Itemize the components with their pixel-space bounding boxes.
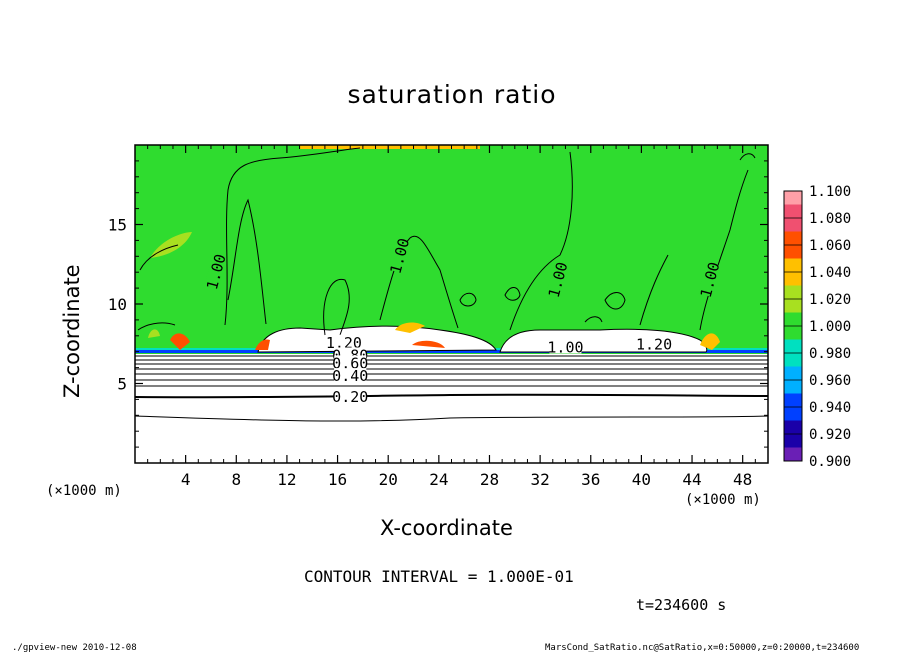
colorbar-segment (784, 407, 802, 434)
x-axis: 4 8 12 16 20 24 28 32 36 40 44 48 (147, 145, 756, 489)
colorbar-segment (784, 326, 802, 353)
contour-label: 0.40 (332, 367, 368, 385)
y-tick-label: 10 (108, 295, 127, 314)
cloud-blob-2 (499, 328, 708, 353)
colorbar-label: 0.920 (809, 427, 851, 443)
x-tick-label: 24 (429, 470, 448, 489)
saturated-field (135, 145, 768, 355)
x-tick-label: 32 (530, 470, 549, 489)
x-tick-label: 16 (328, 470, 347, 489)
contour-label: 0.60 (332, 354, 368, 372)
colorbar-label: 0.940 (809, 400, 851, 416)
x-tick-label: 44 (682, 470, 701, 489)
contour-label-bg (334, 355, 367, 370)
contour-label-bg (334, 368, 367, 383)
time-label: t=234600 s (636, 596, 727, 614)
subsaturated-field (135, 354, 768, 463)
contour-label: 1.20 (636, 335, 672, 353)
contour-label-bg (698, 262, 721, 297)
colorbar-label: 0.980 (809, 346, 851, 362)
contour-label-bg (327, 334, 360, 349)
colorbar-label: 1.000 (809, 319, 851, 335)
edge-patch-5 (170, 333, 190, 350)
x-tick-label: 20 (379, 470, 398, 489)
y-axis: 5 10 15 (108, 160, 768, 448)
footer-right: MarsCond_SatRatio.nc@SatRatio,x=0:50000,… (545, 643, 860, 653)
contour-label: 1.20 (326, 334, 362, 352)
footer-left: ./gpview-new 2010-12-08 (12, 643, 137, 653)
x-tick-label: 28 (480, 470, 499, 489)
x-tick-label: 40 (632, 470, 651, 489)
contour-label-group: 0.20 (332, 388, 368, 406)
contours-upper (137, 147, 756, 336)
x-unit-right: (×1000 m) (685, 492, 761, 508)
colorbar-segment (784, 218, 802, 245)
colorbar-segment (784, 191, 802, 218)
y-tick-label: 5 (117, 375, 127, 394)
y-axis-label: Z-coordinate (60, 264, 84, 398)
contour-label-group: 1.20 (636, 335, 672, 353)
y-tick-label: 15 (108, 216, 127, 235)
edge-patch-2 (395, 322, 425, 333)
x-axis-label: X-coordinate (380, 516, 513, 540)
edge-patch-6 (148, 329, 160, 338)
contour-label-group: 1.00 (547, 339, 583, 357)
contour-labels: 1.001.001.001.001.201.201.000.800.600.40… (203, 236, 723, 406)
contour-label-bg (638, 336, 671, 351)
contour-label-bg (549, 339, 582, 354)
contour-label: 0.20 (332, 388, 368, 406)
x-tick-label: 48 (733, 470, 752, 489)
contour-label: 1.00 (547, 339, 583, 357)
colorbar-label: 0.900 (809, 454, 851, 470)
contour-label-bg (204, 254, 227, 289)
x-tick-label: 36 (581, 470, 600, 489)
colorbar-label: 1.080 (809, 211, 851, 227)
contour-label-group: 0.40 (332, 367, 368, 385)
contour-label-bg (334, 388, 367, 403)
contour-label-group: 1.20 (326, 334, 362, 352)
colorbar-segment (784, 353, 802, 380)
chart-title: saturation ratio (347, 80, 557, 109)
colorbar-label: 1.020 (809, 292, 851, 308)
colorbar: 1.100 1.080 1.060 1.040 1.020 1.000 0.980 0.960… (783, 184, 851, 470)
colorbar-label: 1.100 (809, 184, 851, 200)
edge-patch-1 (255, 339, 270, 350)
contour-interval: CONTOUR INTERVAL = 1.000E-01 (304, 567, 574, 586)
contour-label-bg (546, 262, 569, 297)
x-unit-left: (×1000 m) (46, 483, 122, 499)
x-tick-label: 12 (277, 470, 296, 489)
x-tick-label: 4 (181, 470, 191, 489)
colorbar-segment (784, 299, 802, 326)
x-tick-label: 8 (231, 470, 241, 489)
top-band (300, 145, 480, 149)
boundary-band-blue (135, 350, 768, 353)
colorbar-segment (784, 272, 802, 299)
colorbar-label: 0.960 (809, 373, 851, 389)
colorbar-segment (784, 434, 802, 461)
colorbar-segment (784, 380, 802, 407)
edge-patch-3 (412, 340, 445, 348)
colorbar-label: 1.040 (809, 265, 851, 281)
edge-patch-4 (700, 333, 720, 350)
contour-label-bg (388, 238, 410, 274)
colorbar-label: 1.060 (809, 238, 851, 254)
colorbar-segment (784, 245, 802, 272)
contour-label-group: 0.60 (332, 354, 368, 372)
plot-area: 1.001.001.001.001.201.201.000.800.600.40… (135, 145, 768, 463)
